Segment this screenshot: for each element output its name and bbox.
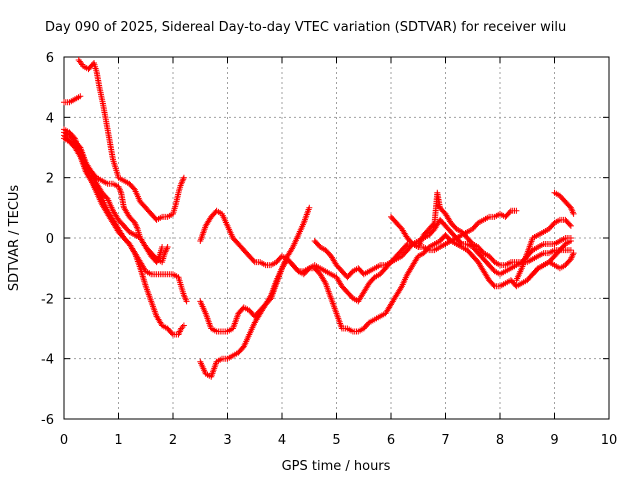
x-tick-label: 1	[114, 433, 122, 448]
plus-markers	[61, 93, 84, 106]
series-trace-13	[551, 189, 577, 217]
plus-markers	[551, 189, 577, 217]
series-trace-14	[529, 250, 577, 278]
y-tick-label: -4	[41, 353, 54, 368]
x-axis-label: GPS time / hours	[282, 459, 391, 474]
x-tick-label: 8	[496, 433, 504, 448]
x-tick-label: 5	[332, 433, 340, 448]
y-tick-label: -6	[41, 413, 54, 428]
series-trace-1	[61, 93, 84, 106]
y-tick-labels: -6 -4 -2 0 2 4 6	[41, 51, 54, 428]
series-trace-2	[75, 57, 187, 223]
plus-markers	[75, 57, 187, 223]
plus-markers	[513, 216, 574, 284]
x-tick-label: 2	[169, 433, 177, 448]
x-tick-label: 7	[441, 433, 449, 448]
y-tick-label: 6	[46, 51, 54, 66]
plus-markers	[61, 135, 171, 266]
x-tick-label: 3	[223, 433, 231, 448]
x-tick-label: 6	[387, 433, 395, 448]
y-axis-label: SDTVAR / TECUs	[7, 185, 22, 292]
x-tick-label: 0	[60, 433, 68, 448]
x-tick-label: 9	[550, 433, 558, 448]
plus-markers	[529, 250, 577, 278]
axis-ticks	[63, 56, 610, 420]
y-tick-label: 4	[46, 111, 54, 126]
y-tick-label: 0	[46, 232, 54, 247]
series-trace-11	[388, 189, 574, 269]
x-tick-label: 4	[278, 433, 286, 448]
x-tick-labels: 0 1 2 3 4 5 6 7 8 9 10	[60, 433, 617, 448]
series-trace-6	[61, 135, 171, 266]
x-tick-label: 10	[601, 433, 618, 448]
y-tick-label: 2	[46, 172, 54, 187]
chart-title: Day 090 of 2025, Sidereal Day-to-day VTE…	[45, 20, 566, 35]
series-trace-12	[513, 216, 574, 284]
gridlines	[64, 57, 609, 419]
plus-markers	[388, 189, 574, 269]
data-markers	[61, 57, 577, 380]
y-tick-label: -2	[41, 292, 54, 307]
